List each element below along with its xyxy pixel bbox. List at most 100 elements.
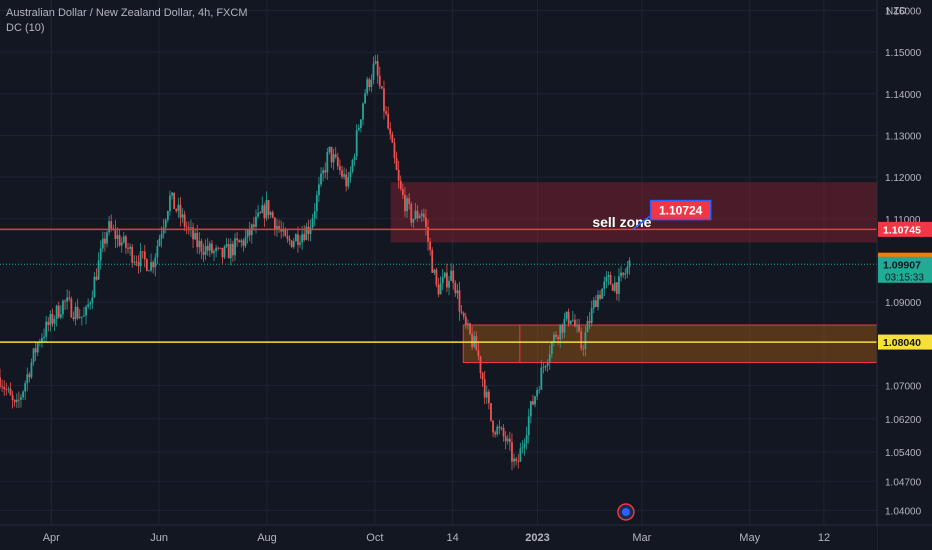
candle-body [393,142,396,158]
candle-body [7,388,10,390]
candle-body [452,270,455,283]
time-tick-label: 12 [818,532,830,544]
candle-body [173,192,176,210]
candle-body [525,435,528,444]
price-tick-label: 1.04700 [885,477,922,488]
candle-body [135,261,138,263]
candle-body [515,458,518,461]
sell-zone-box[interactable] [390,182,877,243]
chart-legend: Australian Dollar / New Zealand Dollar, … [6,6,247,36]
candle-body [187,227,190,229]
candle-body [97,260,100,280]
candle-body [41,338,43,343]
candle-body [481,372,484,380]
candle-body [611,284,614,291]
candle-body [561,324,564,333]
candle-body [479,356,482,373]
candle-body [529,401,532,417]
time-tick-label: Apr [43,532,60,544]
candle-body [164,220,167,228]
candle-body [622,272,625,275]
candle-body [219,247,222,249]
time-tick-label: May [739,532,760,544]
candle-body [496,426,499,435]
candle-body [359,119,362,128]
candle-body [246,229,249,238]
candle-body [618,276,620,294]
candle-body [454,282,457,294]
candle-body [297,234,299,245]
candle-body [110,221,113,229]
candle-body [406,198,408,212]
time-tick-label: Aug [257,532,277,544]
candle-body [500,427,503,429]
candle-body [175,209,178,211]
resistance-tag-label: 1.10745 [883,224,921,236]
candle-body [311,218,314,228]
candle-body [95,276,98,280]
candle-body [284,228,287,236]
candle-body [571,319,574,321]
candle-body [557,337,560,340]
candle-body [11,395,14,401]
candle-body [431,249,434,273]
candle-body [3,386,6,390]
candle-body [368,79,371,87]
candle-body [156,246,159,258]
candle-body [456,290,459,294]
candle-body [259,212,262,214]
candle-body [194,232,197,240]
candle-body [511,442,513,462]
candle-body [227,244,230,259]
current-price-tag-label: 1.09907 [883,259,921,271]
candle-body [294,234,297,242]
candle-body [30,362,33,378]
candle-body [133,261,136,263]
candle-body [183,214,186,227]
candle-body [196,232,199,248]
candle-body [555,334,557,338]
candle-body [244,237,247,246]
candle-body [334,154,337,157]
candle-body [414,210,417,219]
candle-body [263,205,266,219]
candle-body [498,426,501,429]
candle-body [234,238,236,256]
candle-body [28,374,31,378]
candle-body [248,229,251,236]
price-tick-label: 1.04000 [885,506,922,517]
candle-body [322,170,325,174]
candle-body [536,390,539,397]
indicator-label[interactable]: DC (10) [6,22,45,34]
candle-body [380,86,383,89]
candle-body [441,277,444,284]
symbol-title[interactable]: Australian Dollar / New Zealand Dollar, … [6,7,248,19]
candle-body [443,272,446,278]
candle-body [301,234,304,243]
annotation-box[interactable] [649,199,712,221]
time-tick-label: Oct [366,532,383,544]
candle-body [200,240,203,252]
candle-body [492,420,494,433]
candle-body [615,282,618,294]
candle-body [462,312,465,317]
time-axis[interactable]: Apr Jun Aug Oct 14 2023 Mar May 12 [0,524,932,550]
candle-body [204,245,207,255]
candle-body [580,331,583,349]
candle-body [550,342,553,355]
candle-body [190,227,192,229]
candle-body [108,221,111,233]
candle-body [609,275,612,285]
candle-body [513,458,515,462]
price-tick-label: 1.13000 [885,131,922,142]
candle-body [328,146,331,153]
demand-zone-box[interactable] [462,324,878,363]
price-tick-label: 1.12000 [885,173,922,184]
candle-body [376,61,379,76]
event-flag-icon-inner [621,508,630,516]
candle-body [401,188,404,195]
candle-body [120,242,123,246]
